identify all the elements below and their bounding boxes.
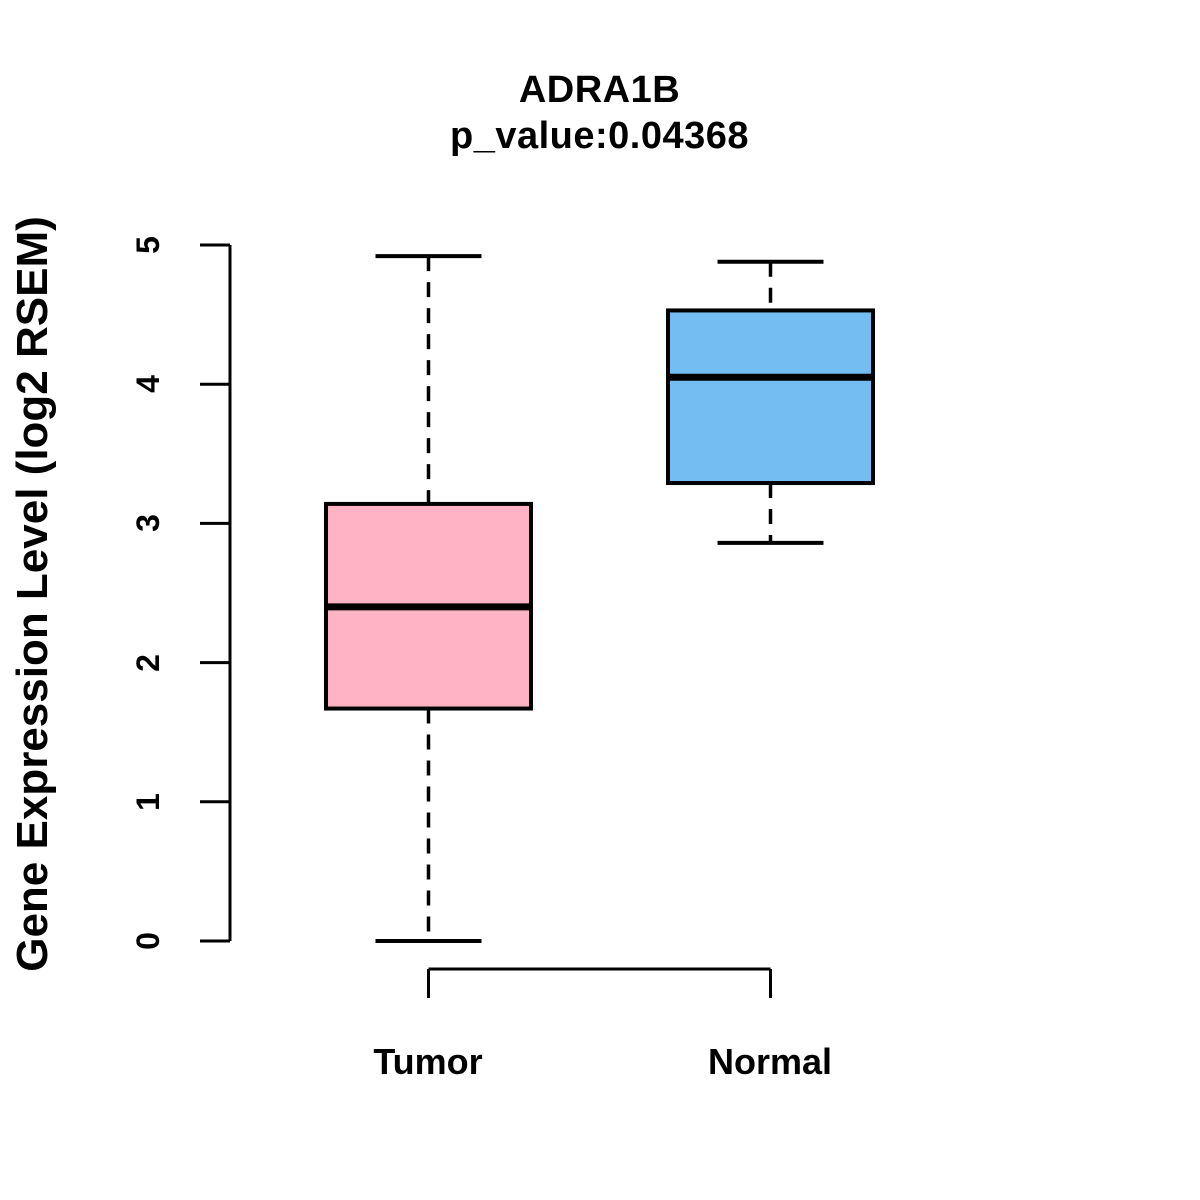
x-category-label-normal: Normal [707,1041,833,1082]
y-tick-label: 1 [130,792,166,811]
y-tick-label: 0 [130,932,166,950]
y-tick-label: 2 [130,653,166,672]
chart-title: ADRA1B [518,69,681,111]
chart-subtitle: p_value:0.04368 [449,115,750,157]
box-normal [666,308,875,486]
chart-title-block: ADRA1B p_value:0.04368 [0,67,1199,159]
y-tick-label: 4 [130,375,166,394]
y-axis-title: Gene Expression Level (log2 RSEM) [8,216,57,972]
y-tick-label: 5 [130,236,166,254]
x-category-label-tumor: Tumor [373,1041,483,1082]
y-tick-label: 3 [130,514,166,533]
